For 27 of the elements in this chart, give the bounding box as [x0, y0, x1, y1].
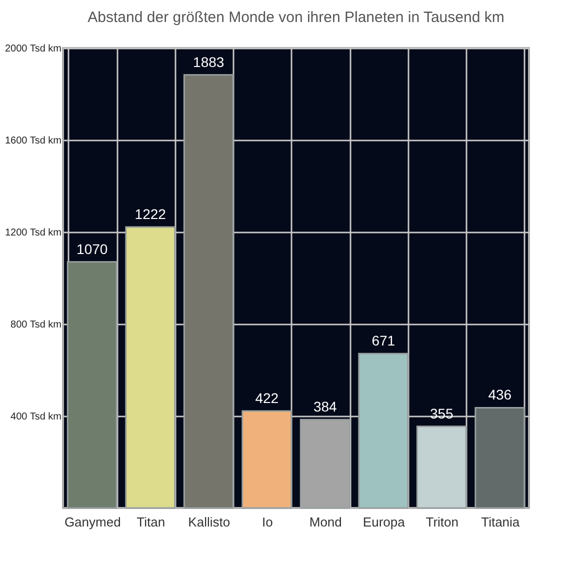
data-label: 1883	[193, 54, 224, 70]
x-tick-label: Kallisto	[188, 514, 230, 530]
y-tick-label: 2000 Tsd km	[4, 44, 62, 54]
x-tick-label: Io	[262, 514, 273, 530]
x-tick-label: Titania	[481, 514, 520, 530]
x-tick-label: Mond	[309, 514, 342, 530]
data-label: 1222	[134, 206, 166, 222]
data-label: 422	[255, 390, 279, 406]
x-tick-label: Europa	[362, 514, 406, 530]
y-tick-label: 1200 Tsd km	[4, 228, 62, 238]
bar	[474, 406, 526, 509]
data-label: 1070	[76, 240, 108, 257]
y-tick-label: 800 Tsd km	[10, 320, 62, 330]
bar	[125, 226, 176, 509]
x-tick-label: Titan	[136, 514, 166, 530]
data-label: 436	[488, 386, 512, 403]
chart-title: Abstand der größten Monde von ihren Planeten in Tausend km	[88, 9, 504, 26]
y-tick-label: 1600 Tsd km	[4, 136, 62, 146]
y-tick-label: 400 Tsd km	[10, 412, 62, 422]
bar	[66, 261, 118, 509]
bar	[183, 74, 234, 509]
x-tick-label: Ganymed	[64, 514, 121, 530]
bar	[358, 352, 409, 509]
bar	[242, 410, 292, 509]
x-tick-label: Triton	[426, 514, 458, 530]
data-label: 384	[313, 398, 338, 415]
data-label: 671	[372, 332, 396, 349]
